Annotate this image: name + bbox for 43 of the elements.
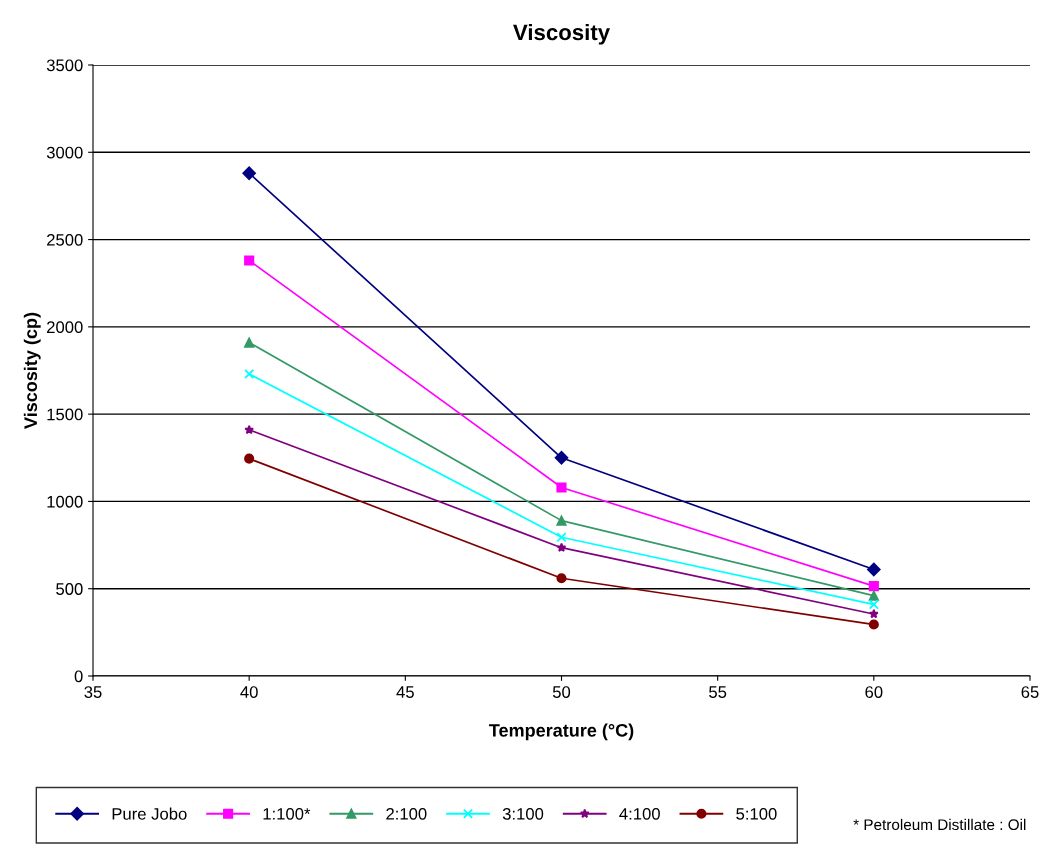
y-tick-label: 3500 — [46, 59, 83, 72]
y-tick-label: 2500 — [47, 233, 83, 246]
y-tick-label: 1000 — [47, 495, 83, 508]
point — [556, 542, 567, 552]
x-axis-title: Temperature (°C) — [489, 723, 634, 741]
point — [556, 532, 567, 543]
y-tick-label: 500 — [56, 583, 83, 595]
x-tick-label: 65 — [1021, 686, 1039, 698]
point — [242, 166, 256, 181]
y-axis-title: Viscosity (cp) — [23, 312, 41, 429]
text: * Petroleum Distillate : Oil — [853, 818, 1026, 831]
point — [244, 453, 255, 464]
y-tick-label: 3000 — [46, 146, 83, 159]
point — [554, 450, 569, 465]
point — [244, 368, 255, 380]
point — [244, 337, 255, 348]
x-tick-label: 60 — [865, 686, 883, 698]
point — [244, 424, 255, 435]
point — [867, 562, 881, 577]
chart-title: Viscosity — [513, 23, 610, 45]
point — [868, 590, 879, 601]
point — [868, 608, 879, 619]
x-tick-label: 35 — [84, 686, 102, 698]
y-tick-label: 1500 — [47, 408, 83, 421]
y-tick-label: 2000 — [47, 321, 83, 334]
legend-label: 1:100* — [263, 807, 311, 820]
point — [556, 482, 567, 493]
point — [244, 255, 255, 266]
legend-label: 5:100 — [736, 807, 777, 820]
point — [556, 515, 567, 526]
point — [868, 599, 879, 610]
legend-label: Pure Jobo — [112, 807, 187, 820]
legend-label: 2:100 — [386, 807, 427, 820]
point — [868, 581, 879, 592]
point — [556, 573, 567, 584]
x-tick-label: 40 — [240, 686, 258, 698]
x-tick-label: 55 — [709, 686, 727, 698]
legend-label: 4:100 — [619, 807, 660, 820]
y-tick-label: 0 — [74, 670, 83, 683]
legend-label: 3:100 — [502, 807, 544, 820]
point — [868, 619, 879, 630]
x-tick-label: 45 — [396, 686, 414, 698]
x-tick-label: 50 — [552, 686, 571, 698]
